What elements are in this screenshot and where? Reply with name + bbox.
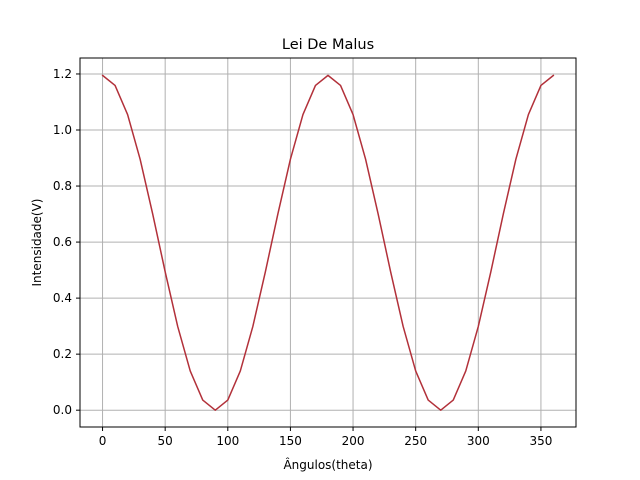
y-tick-label: 0.0 — [53, 403, 72, 417]
y-axis-label: Intensidade(V) — [30, 199, 44, 287]
y-tick-label: 1.0 — [53, 123, 72, 137]
y-tick-label: 1.2 — [53, 67, 72, 81]
chart-title: Lei De Malus — [282, 37, 374, 53]
y-tick-label: 0.6 — [53, 235, 72, 249]
x-axis-label: Ângulos(theta) — [283, 457, 372, 472]
x-tick-label: 150 — [279, 434, 302, 448]
x-tick-label: 50 — [158, 434, 173, 448]
x-tick-label: 350 — [529, 434, 552, 448]
x-tick-label: 0 — [99, 434, 107, 448]
x-tick-label: 200 — [342, 434, 365, 448]
series-layer — [101, 74, 555, 411]
ticks-layer: 0 50 100 150 200 250 300 350 0.0 0.2 0.4 0.6 0.8 1.0 1… — [53, 67, 552, 448]
grid-layer — [80, 58, 576, 427]
x-tick-label: 250 — [404, 434, 427, 448]
y-tick-label: 0.8 — [53, 179, 72, 193]
x-tick-label: 100 — [216, 434, 239, 448]
series-line — [101, 74, 555, 411]
y-tick-label: 0.2 — [53, 347, 72, 361]
y-tick-label: 0.4 — [53, 291, 72, 305]
x-tick-label: 300 — [467, 434, 490, 448]
